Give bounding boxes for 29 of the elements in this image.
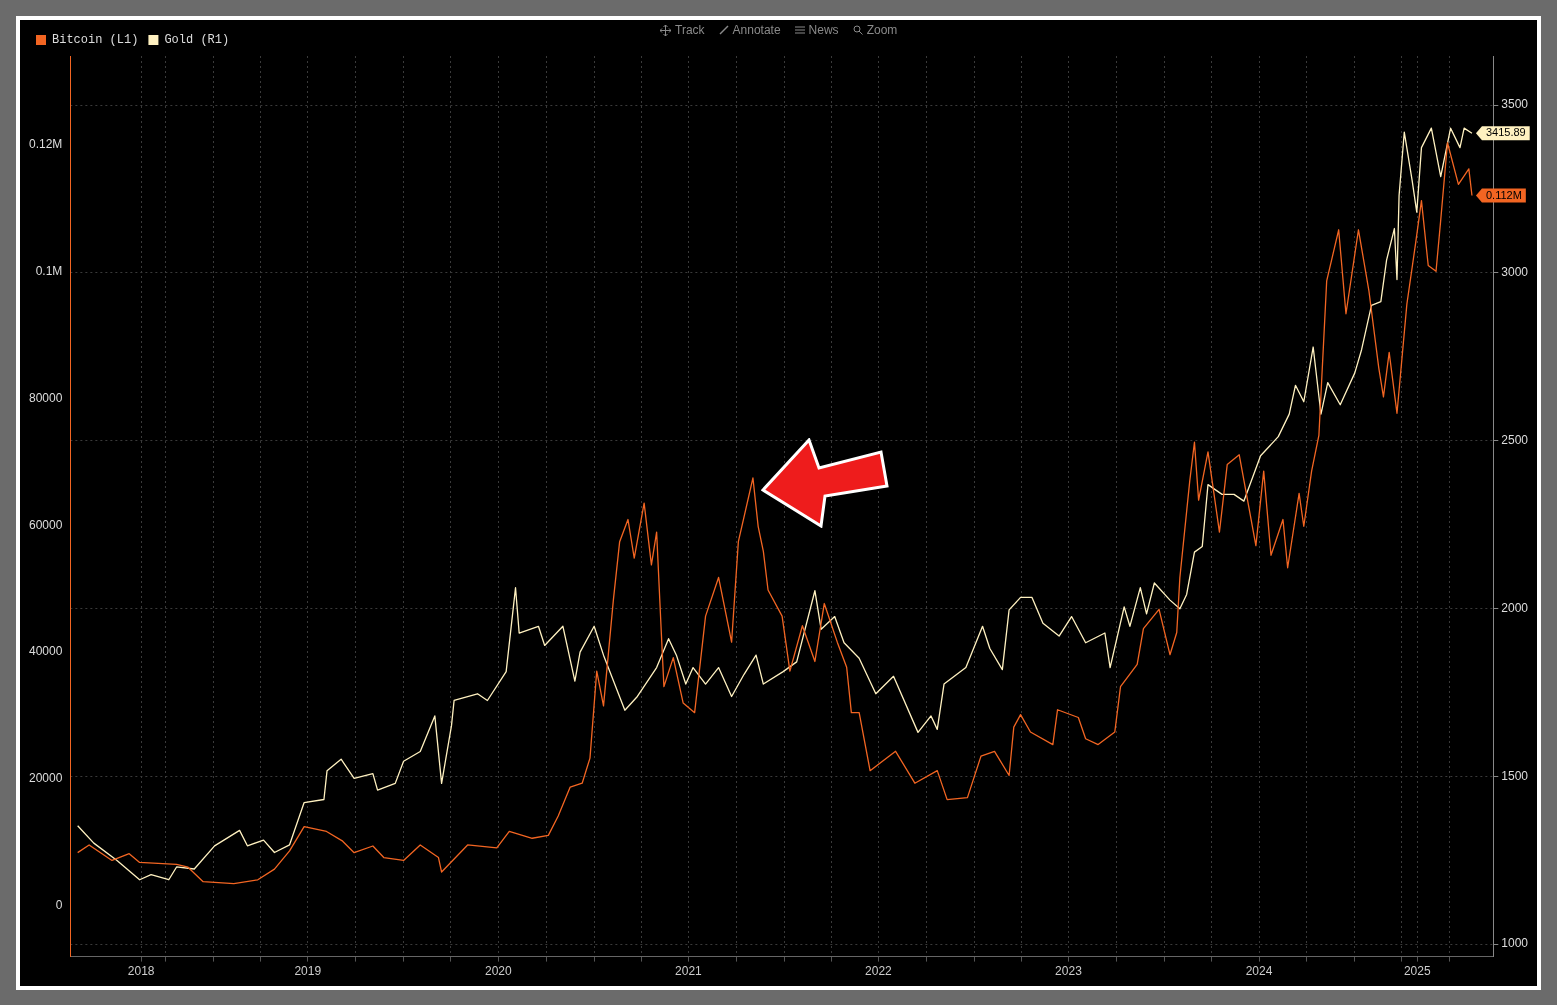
x-tick-label: 2025 [1403, 964, 1431, 979]
data-label: 3415.89 [1485, 126, 1526, 139]
text: News [808, 23, 839, 37]
x-tick-label: 2021 [675, 964, 703, 979]
legend-label: Gold (R1) [164, 33, 230, 48]
x-tick-label: 2020 [484, 964, 513, 979]
x-tick-label: 2022 [865, 964, 893, 979]
text: Zoom [866, 23, 898, 37]
legend-label: Bitcoin (L1) [52, 33, 139, 48]
y2-tick-label: 2500 [1501, 432, 1529, 447]
text: Track [675, 23, 705, 37]
text: Annotate [732, 23, 781, 37]
y-tick-label: 60000 [28, 517, 63, 532]
y-tick-label: 20000 [28, 771, 63, 786]
data-label: 0.112M [1485, 188, 1522, 201]
x-tick-label: 2018 [127, 964, 155, 979]
y-tick-label: 0.1M [35, 263, 63, 278]
x-tick-label: 2019 [294, 964, 322, 979]
y2-tick-label: 2000 [1501, 600, 1529, 615]
y-tick-label: 0.12M [29, 137, 63, 152]
x-tick-label: 2024 [1245, 964, 1273, 979]
y2-tick-label: 3500 [1501, 97, 1529, 112]
y2-tick-label: 1500 [1501, 768, 1529, 783]
y2-tick-label: 3000 [1501, 265, 1529, 280]
y-tick-label: 0 [55, 898, 63, 913]
y-tick-label: 80000 [28, 390, 63, 405]
y2-tick-label: 1000 [1501, 936, 1529, 951]
y-tick-label: 40000 [28, 644, 63, 659]
x-tick-label: 2023 [1055, 964, 1083, 979]
